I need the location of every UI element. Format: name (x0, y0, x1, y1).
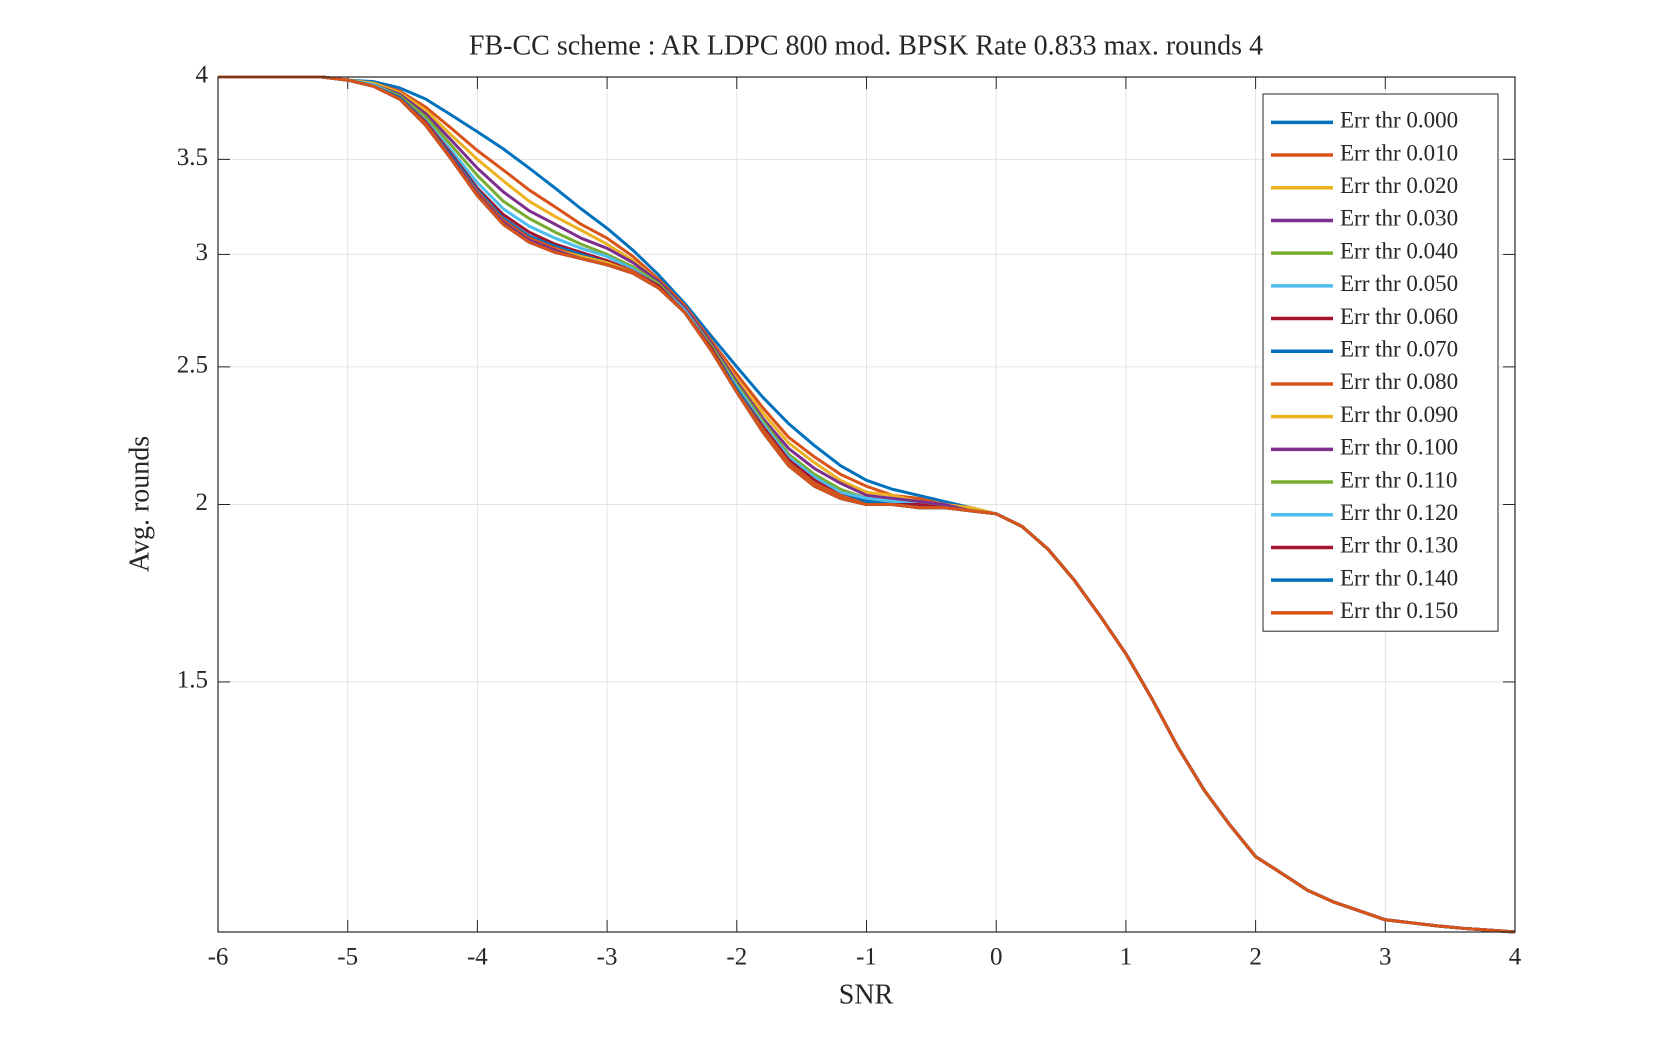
legend-label: Err thr 0.000 (1340, 108, 1458, 133)
x-tick-label: 4 (1509, 944, 1522, 971)
legend-label: Err thr 0.060 (1340, 304, 1458, 329)
legend-label: Err thr 0.040 (1340, 238, 1458, 263)
legend-box (1262, 93, 1499, 632)
legend-label: Err thr 0.050 (1340, 271, 1458, 296)
legend-label: Err thr 0.120 (1340, 500, 1458, 525)
legend-label: Err thr 0.020 (1340, 173, 1458, 198)
x-tick-label: -1 (856, 944, 877, 971)
y-tick-label: 3.5 (177, 144, 208, 171)
legend-label: Err thr 0.070 (1340, 337, 1458, 362)
x-tick-label: 3 (1379, 944, 1392, 971)
x-axis-label: SNR (839, 979, 894, 1010)
y-axis-label: Avg. rounds (124, 436, 155, 572)
y-tick-label: 1.5 (177, 667, 208, 694)
x-tick-label: -5 (337, 944, 358, 971)
chart-title: FB-CC scheme : AR LDPC 800 mod. BPSK Rat… (469, 30, 1263, 61)
y-tick-label: 4 (196, 62, 209, 89)
x-tick-label: 1 (1120, 944, 1133, 971)
legend-label: Err thr 0.130 (1340, 533, 1458, 558)
legend-label: Err thr 0.140 (1340, 565, 1458, 590)
x-tick-label: -6 (208, 944, 229, 971)
x-tick-label: -4 (467, 944, 488, 971)
legend-label: Err thr 0.090 (1340, 402, 1458, 427)
data-line (218, 75, 1516, 934)
legend-label: Err thr 0.110 (1340, 467, 1457, 492)
legend-label: Err thr 0.100 (1340, 435, 1458, 460)
legend-label: Err thr 0.080 (1340, 369, 1458, 394)
x-tick-label: -2 (726, 944, 747, 971)
legend-label: Err thr 0.150 (1340, 598, 1458, 623)
y-tick-label: 2.5 (177, 352, 208, 379)
x-tick-label: 2 (1249, 944, 1262, 971)
y-tick-label: 2 (196, 489, 209, 516)
plot-frame (217, 76, 1516, 933)
legend-label: Err thr 0.010 (1340, 140, 1458, 165)
legend-label: Err thr 0.030 (1340, 206, 1458, 231)
x-tick-label: 0 (990, 944, 1003, 971)
x-tick-label: -3 (597, 944, 618, 971)
y-tick-label: 3 (196, 239, 209, 266)
